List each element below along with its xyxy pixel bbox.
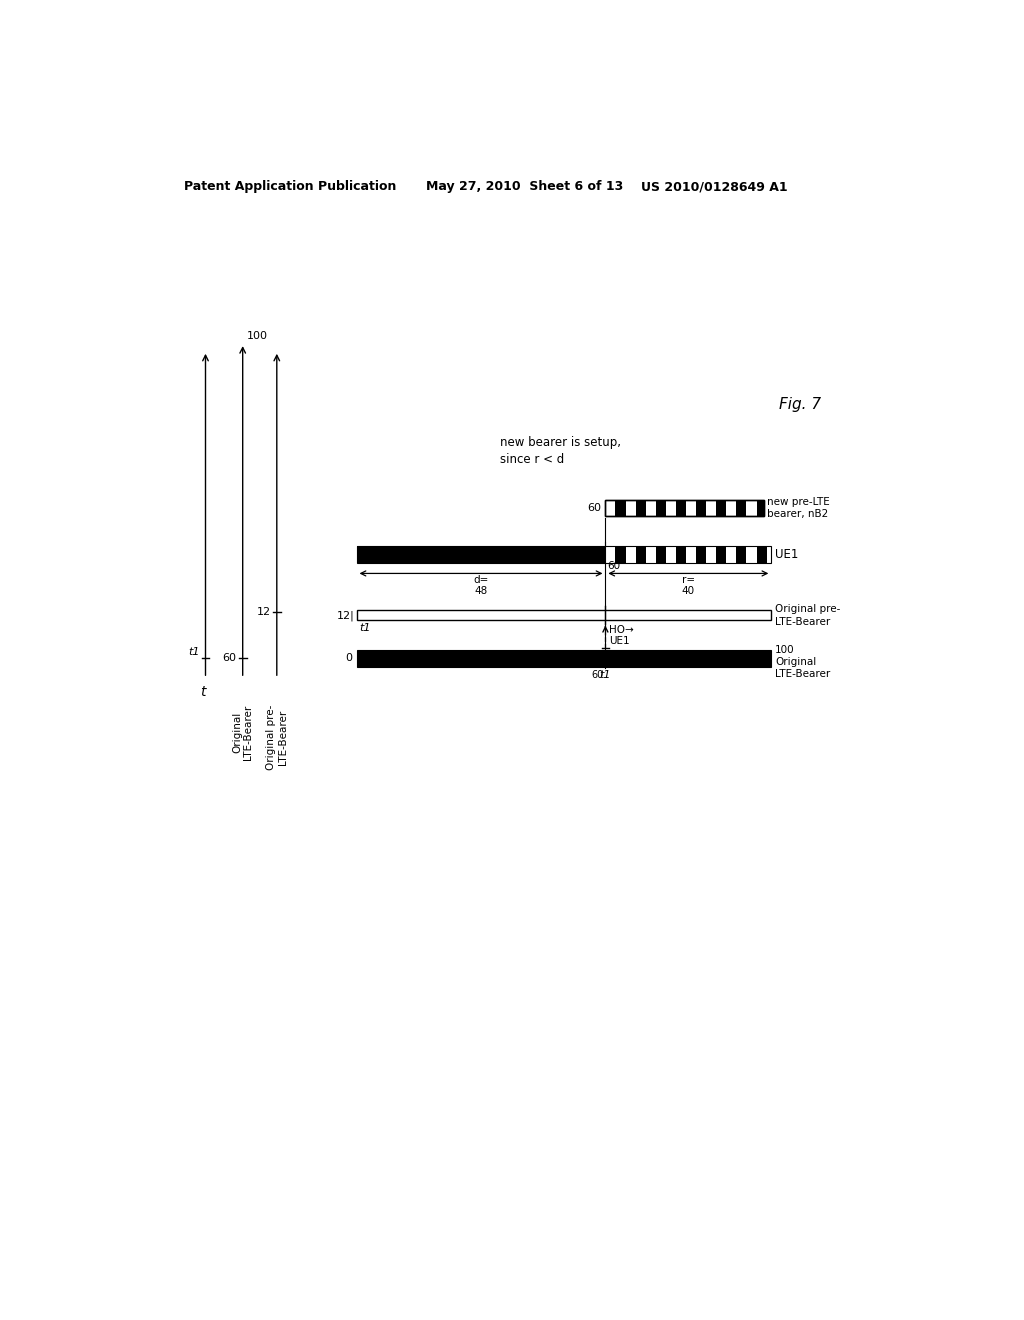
Bar: [615, 545, 626, 562]
Bar: [626, 545, 636, 562]
Text: Original pre-
LTE-Bearer: Original pre- LTE-Bearer: [266, 705, 288, 771]
Bar: [757, 499, 764, 516]
Bar: [676, 499, 686, 516]
Text: d=
48: d= 48: [473, 576, 488, 595]
Bar: [686, 545, 696, 562]
Text: 60: 60: [222, 653, 237, 663]
Bar: [707, 545, 716, 562]
Text: UE1: UE1: [775, 548, 799, 561]
Bar: [716, 545, 726, 562]
Bar: [736, 545, 746, 562]
Text: Patent Application Publication: Patent Application Publication: [183, 181, 396, 194]
Text: t1: t1: [359, 623, 371, 632]
Bar: [726, 545, 736, 562]
Bar: [356, 545, 605, 562]
Text: r=
40: r= 40: [682, 576, 695, 595]
Bar: [605, 499, 764, 516]
Bar: [676, 545, 686, 562]
Text: HO→
UE1: HO→ UE1: [609, 624, 634, 647]
Bar: [356, 545, 771, 562]
Text: 60: 60: [588, 503, 601, 513]
Bar: [356, 649, 771, 667]
Text: US 2010/0128649 A1: US 2010/0128649 A1: [641, 181, 787, 194]
Text: 60: 60: [592, 671, 604, 680]
Bar: [746, 545, 757, 562]
Text: 100: 100: [247, 331, 267, 341]
Bar: [646, 545, 655, 562]
Bar: [655, 545, 666, 562]
Text: 12: 12: [256, 607, 270, 616]
Bar: [605, 499, 764, 516]
Bar: [605, 545, 615, 562]
Bar: [615, 499, 626, 516]
Bar: [636, 499, 646, 516]
Text: t1: t1: [600, 671, 611, 680]
Bar: [696, 545, 707, 562]
Text: Original
LTE-Bearer: Original LTE-Bearer: [231, 705, 254, 760]
Text: t: t: [200, 685, 205, 700]
Text: new bearer is setup,
since r < d: new bearer is setup, since r < d: [500, 436, 621, 466]
Text: Fig. 7: Fig. 7: [779, 397, 821, 412]
Bar: [655, 499, 666, 516]
Text: t1: t1: [187, 647, 200, 656]
Bar: [716, 499, 726, 516]
Bar: [767, 545, 771, 562]
Bar: [757, 545, 767, 562]
Text: new pre-LTE
bearer, nB2: new pre-LTE bearer, nB2: [767, 496, 830, 519]
Bar: [736, 499, 746, 516]
Text: May 27, 2010  Sheet 6 of 13: May 27, 2010 Sheet 6 of 13: [426, 181, 624, 194]
Bar: [666, 545, 676, 562]
Bar: [696, 499, 707, 516]
Text: 0: 0: [346, 653, 352, 663]
Text: 12|: 12|: [337, 610, 354, 620]
Bar: [356, 610, 771, 620]
Bar: [636, 545, 646, 562]
Bar: [605, 545, 771, 562]
Text: 100
Original
LTE-Bearer: 100 Original LTE-Bearer: [775, 644, 830, 680]
Text: Original pre-
LTE-Bearer: Original pre- LTE-Bearer: [775, 605, 841, 627]
Text: 60: 60: [607, 561, 621, 572]
